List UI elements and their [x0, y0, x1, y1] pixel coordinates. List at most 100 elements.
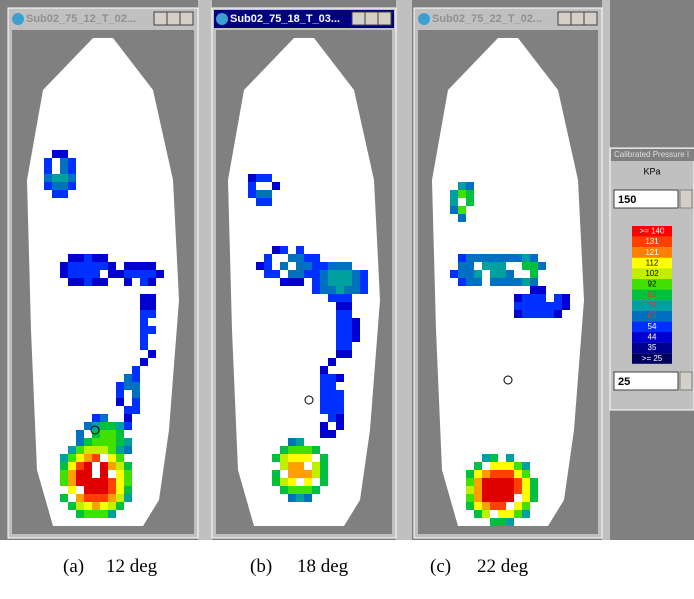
- close-button[interactable]: [584, 12, 597, 25]
- pressure-cell: [474, 278, 482, 286]
- pressure-cell: [272, 246, 280, 254]
- pressure-cell: [344, 350, 352, 358]
- pressure-cell: [506, 470, 514, 478]
- legend-panel: Calibrated Pressure I KPa 150 25 >= 1401…: [610, 148, 694, 410]
- pressure-cell: [320, 366, 328, 374]
- pressure-cell: [522, 470, 530, 478]
- pressure-cell: [474, 470, 482, 478]
- pressure-cell: [296, 494, 304, 502]
- pressure-cell: [60, 270, 68, 278]
- pressure-cell: [124, 382, 132, 390]
- pressure-cell: [272, 470, 280, 478]
- pressure-cell: [482, 502, 490, 510]
- pressure-cell: [498, 278, 506, 286]
- pressure-cell: [328, 398, 336, 406]
- pressure-cell: [328, 262, 336, 270]
- caption-label: (c): [430, 556, 451, 577]
- pressure-cell: [84, 486, 92, 494]
- pressure-cell: [84, 454, 92, 462]
- pressure-cell: [140, 302, 148, 310]
- scale-label: 63: [648, 311, 657, 320]
- pressure-cell: [522, 510, 530, 518]
- maximize-button[interactable]: [365, 12, 378, 25]
- pressure-cell: [264, 262, 272, 270]
- pressure-cell: [514, 302, 522, 310]
- pressure-cell: [92, 486, 100, 494]
- pressure-cell: [68, 182, 76, 190]
- pressure-cell: [132, 374, 140, 382]
- window-title: Sub02_75_22_T_02...: [432, 13, 542, 25]
- pressure-cell: [280, 478, 288, 486]
- pressure-cell: [482, 470, 490, 478]
- pressure-cell: [280, 486, 288, 494]
- pressure-cell: [336, 342, 344, 350]
- pressure-cell: [474, 254, 482, 262]
- pressure-cell: [352, 318, 360, 326]
- window-icon: [216, 13, 228, 25]
- pressure-cell: [352, 286, 360, 294]
- pressure-cell: [140, 270, 148, 278]
- pressure-cell: [76, 438, 84, 446]
- pressure-cell: [328, 286, 336, 294]
- pressure-cell: [466, 262, 474, 270]
- window-title: Sub02_75_12_T_02...: [26, 13, 136, 25]
- pressure-cell: [68, 158, 76, 166]
- pressure-cell: [272, 182, 280, 190]
- pressure-cell: [100, 414, 108, 422]
- pressure-cell: [84, 446, 92, 454]
- pressure-cell: [280, 462, 288, 470]
- pressure-cell: [482, 494, 490, 502]
- spinner[interactable]: [680, 372, 692, 390]
- pressure-cell: [328, 430, 336, 438]
- pressure-cell: [68, 278, 76, 286]
- pressure-cell: [248, 174, 256, 182]
- pressure-cell: [296, 470, 304, 478]
- pressure-cell: [92, 414, 100, 422]
- pressure-cell: [100, 486, 108, 494]
- pressure-cell: [320, 398, 328, 406]
- pressure-cell: [76, 494, 84, 502]
- pressure-cell: [272, 454, 280, 462]
- minimize-button[interactable]: [154, 12, 167, 25]
- pressure-cell: [100, 278, 108, 286]
- pressure-cell: [140, 342, 148, 350]
- pressure-cell: [76, 510, 84, 518]
- pressure-cell: [522, 254, 530, 262]
- pressure-cell: [320, 422, 328, 430]
- pressure-cell: [100, 510, 108, 518]
- pressure-cell: [288, 470, 296, 478]
- pressure-cell: [256, 190, 264, 198]
- pressure-cell: [514, 510, 522, 518]
- close-button[interactable]: [180, 12, 193, 25]
- caption-label: (a): [63, 556, 84, 577]
- pressure-cell: [474, 494, 482, 502]
- pressure-cell: [304, 270, 312, 278]
- pressure-cell: [116, 462, 124, 470]
- pressure-cell: [498, 262, 506, 270]
- pressure-cell: [288, 446, 296, 454]
- pressure-cell: [100, 438, 108, 446]
- pressure-cell: [272, 478, 280, 486]
- pressure-cell: [498, 518, 506, 526]
- pressure-cell: [328, 270, 336, 278]
- pressure-cell: [538, 302, 546, 310]
- close-button[interactable]: [378, 12, 391, 25]
- minimize-button[interactable]: [352, 12, 365, 25]
- pressure-cell: [148, 310, 156, 318]
- pressure-cell: [100, 494, 108, 502]
- minimize-button[interactable]: [558, 12, 571, 25]
- pressure-cell: [280, 262, 288, 270]
- pressure-cell: [490, 262, 498, 270]
- pressure-cell: [256, 174, 264, 182]
- pressure-cell: [84, 494, 92, 502]
- pressure-cell: [466, 486, 474, 494]
- maximize-button[interactable]: [167, 12, 180, 25]
- pressure-cell: [522, 462, 530, 470]
- pressure-cell: [336, 326, 344, 334]
- maximize-button[interactable]: [571, 12, 584, 25]
- pressure-cell: [352, 278, 360, 286]
- pressure-cell: [60, 150, 68, 158]
- spinner[interactable]: [680, 190, 692, 208]
- pressure-cell: [296, 262, 304, 270]
- pressure-cell: [140, 334, 148, 342]
